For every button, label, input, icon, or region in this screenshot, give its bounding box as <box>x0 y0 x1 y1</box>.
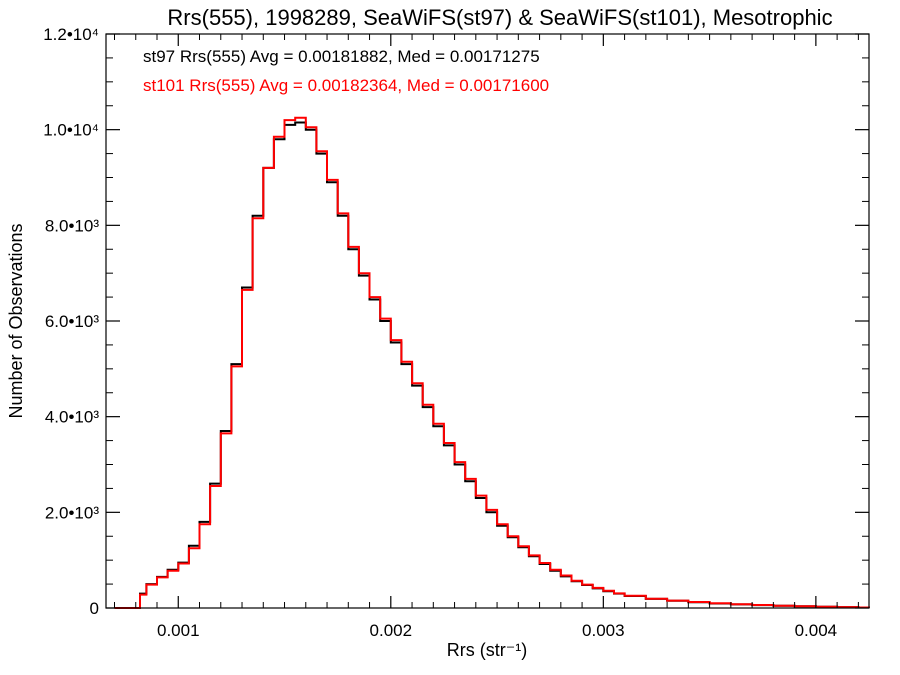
plot-frame <box>105 33 870 609</box>
annotation-st101: st101 Rrs(555) Avg = 0.00182364, Med = 0… <box>143 76 549 95</box>
x-tick-label: 0.001 <box>157 621 200 640</box>
axis-ticks: 0.001 0.002 0.003 0.004 0 2.0•10³ 4.0•10³ 6.0•1… <box>43 25 869 640</box>
y-axis-label: Number of Observations <box>6 223 26 418</box>
y-tick-label: 0 <box>90 599 99 618</box>
y-tick-label: 1.2•10⁴ <box>43 25 99 44</box>
plot-series <box>114 116 870 609</box>
y-tick-label: 2.0•10³ <box>45 503 99 522</box>
x-axis-label: Rrs (str⁻¹) <box>447 640 527 660</box>
series-line-0 <box>114 121 870 609</box>
y-tick-label: 4.0•10³ <box>45 408 99 427</box>
series-line-1 <box>114 116 870 609</box>
x-tick-label: 0.002 <box>370 621 413 640</box>
x-tick-label: 0.003 <box>582 621 625 640</box>
x-tick-label: 0.004 <box>795 621 838 640</box>
chart-title: Rrs(555), 1998289, SeaWiFS(st97) & SeaWi… <box>167 5 832 30</box>
y-tick-label: 6.0•10³ <box>45 312 99 331</box>
y-tick-label: 8.0•10³ <box>45 216 99 235</box>
annotation-st97: st97 Rrs(555) Avg = 0.00181882, Med = 0.… <box>143 47 540 66</box>
y-tick-label: 1.0•10⁴ <box>43 121 99 140</box>
